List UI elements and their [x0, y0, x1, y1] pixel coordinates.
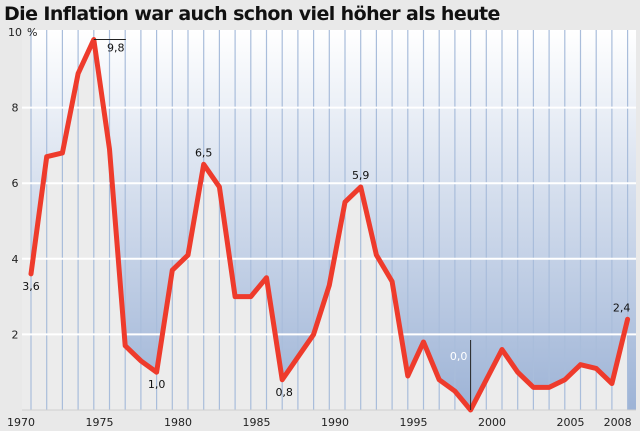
x-tick-label: 1975: [86, 416, 114, 429]
chart-title: Die Inflation war auch schon viel höher …: [4, 3, 500, 25]
y-tick-label: 6: [12, 177, 19, 190]
x-tick-label: 2008: [604, 416, 632, 429]
data-label: 2,4: [613, 301, 631, 314]
area-under-curve: [31, 39, 628, 411]
x-tick-label: 2005: [557, 416, 585, 429]
x-tick-label: 1990: [321, 416, 349, 429]
data-label: 1,0: [148, 378, 166, 391]
y-axis-unit: %: [27, 26, 37, 39]
data-label: 9,8: [107, 42, 125, 55]
x-tick-label: 1995: [400, 416, 428, 429]
left-margin-fill: [22, 30, 31, 410]
y-tick-label: 10: [8, 26, 22, 39]
data-label: 5,9: [352, 169, 370, 182]
y-tick-label: 4: [12, 253, 19, 266]
y-tick-label: 8: [12, 102, 19, 115]
y-tick-label: 2: [12, 328, 19, 341]
data-label: 6,5: [195, 146, 213, 159]
data-label: 0,0: [450, 350, 468, 363]
x-tick-label: 1970: [7, 416, 35, 429]
data-label: 0,8: [275, 386, 293, 399]
x-tick-label: 1980: [164, 416, 192, 429]
data-label: 3,6: [22, 280, 40, 293]
x-tick-label: 2000: [478, 416, 506, 429]
x-tick-label: 1985: [243, 416, 271, 429]
